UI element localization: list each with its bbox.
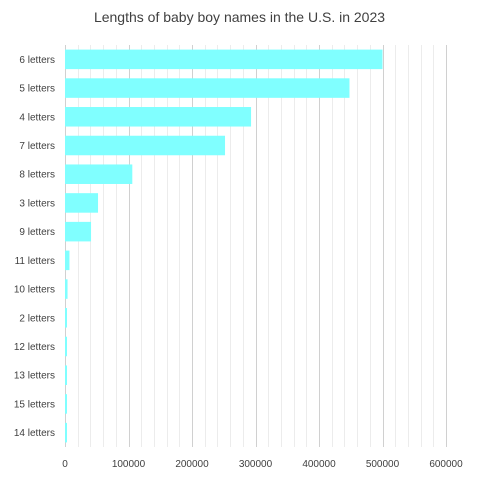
category-label: 3 letters [19,198,55,209]
bars [65,49,383,443]
category-label: 11 letters [15,256,55,267]
bar-15-letters [65,394,67,414]
bar-5-letters [65,78,350,98]
bar-9-letters [65,221,92,242]
bar-4-letters [65,107,252,127]
bar-10-letters [65,279,68,299]
bar-3-letters [65,193,99,213]
x-tick-label: 500000 [366,459,400,470]
bar-6-letters [65,49,383,70]
category-label: 5 letters [19,84,55,95]
x-tick-label: 600000 [429,459,463,470]
x-tick-label: 200000 [175,459,209,470]
x-tick-label: 300000 [239,459,273,470]
category-label: 12 letters [14,342,55,353]
bar-14-letters [65,422,67,443]
grid-lines [65,45,447,447]
x-tick-label: 400000 [302,459,336,470]
bar-13-letters [65,365,67,385]
category-label: 4 letters [19,112,55,123]
category-label: 9 letters [19,227,55,238]
category-label: 7 letters [19,141,55,152]
bar-2-letters [65,308,67,328]
category-label: 13 letters [14,371,55,382]
category-label: 8 letters [19,170,55,181]
category-labels: 6 letters 5 letters 4 letters 7 letters 8 le… [14,55,55,439]
chart-title: Lengths of baby boy names in the U.S. in… [93,9,386,25]
category-label: 10 letters [14,285,55,296]
category-label: 2 letters [19,313,55,324]
category-label: 15 letters [14,399,55,410]
bar-8-letters [65,164,133,184]
bar-12-letters [65,336,67,357]
category-label: 14 letters [14,428,55,439]
x-tick-label: 100000 [112,459,146,470]
bar-11-letters [65,250,70,271]
x-tick-label: 0 [62,459,68,470]
category-label: 6 letters [19,55,55,66]
bar-7-letters [65,135,226,156]
x-tick-labels: 0 100000 200000 300000 400000 500000 600000 [62,459,463,470]
